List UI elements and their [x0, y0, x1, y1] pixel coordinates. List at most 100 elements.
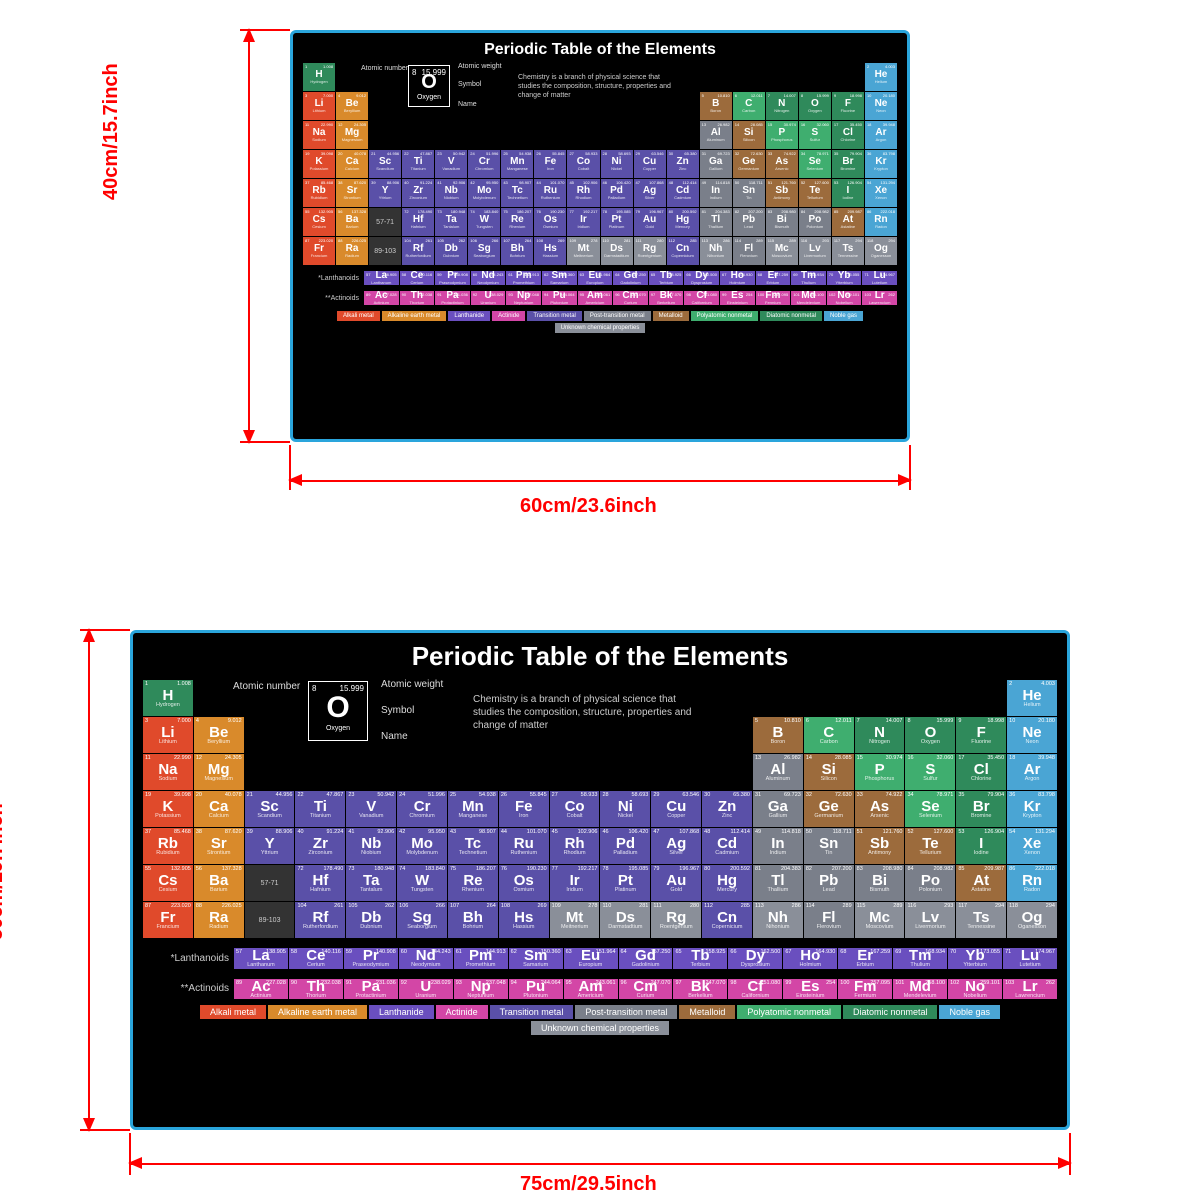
tick: [289, 445, 291, 490]
dim-line-v-large: [88, 630, 90, 1130]
element-cell: 73180.948TaTantalum: [435, 208, 467, 236]
element-cell: 11.008HHydrogen: [143, 680, 193, 716]
element-cell: 90232.038ThThorium: [289, 979, 343, 1000]
element-cell: 714.007NNitrogen: [766, 92, 798, 120]
element-cell: 63151.964EuEuropium: [564, 948, 618, 969]
element-cell: 918.998FFluorine: [956, 717, 1006, 753]
element-cell: 68167.259ErErbium: [838, 948, 892, 969]
element-cell: 61144.913PmPromethium: [506, 271, 541, 285]
element-cell: 90232.038ThThorium: [400, 291, 435, 305]
element-cell: 49114.818InIndium: [700, 179, 732, 207]
element-cell: 1735.450ClChlorine: [832, 121, 864, 149]
element-cell: 88226.025RaRadium: [336, 237, 368, 265]
legend-item: Alkali metal: [337, 311, 380, 321]
legend: Alkali metalAlkaline earth metalLanthani…: [143, 1005, 1057, 1035]
element-cell: 105262DbDubnium: [346, 902, 396, 938]
element-cell: 60144.243NdNeodymium: [399, 948, 453, 969]
legend-item: Transition metal: [490, 1005, 574, 1019]
element-cell: 1326.982AlAluminum: [753, 754, 803, 790]
legend-item: Actinide: [436, 1005, 488, 1019]
element-cell: 57138.905LaLanthanum: [234, 948, 288, 969]
element-cell: 106266SgSeaborgium: [397, 902, 447, 938]
element-cell: 3887.620SrStrontium: [336, 179, 368, 207]
element-cell: 1122.990NaSodium: [143, 754, 193, 790]
dim-line-h-large: [130, 1163, 1070, 1165]
element-cell: 91231.036PaProtactinium: [435, 291, 470, 305]
element-cell: 62150.360SmSamarium: [509, 948, 563, 969]
legend-item: Post-transition metal: [584, 311, 651, 321]
element-cell: 104261RfRutherfordium: [402, 237, 434, 265]
legend: Alkali metalAlkaline earth metalLanthani…: [303, 311, 897, 333]
element-cell: 110281DsDarmstadtium: [600, 902, 650, 938]
element-cell: 2858.693NiNickel: [600, 791, 650, 827]
lanthanoid-range: 57-71: [369, 208, 401, 236]
element-cell: 46106.420PdPalladium: [600, 828, 650, 864]
element-cell: 64157.250GdGadolinium: [613, 271, 648, 285]
element-cell: 1632.060SSulfur: [905, 754, 955, 790]
element-cell: 45102.906RhRhodium: [567, 179, 599, 207]
poster-large: Periodic Table of the Elements 8 15.999 …: [130, 630, 1070, 1130]
element-cell: 112285CnCopernicium: [702, 902, 752, 938]
element-cell: 49114.818InIndium: [753, 828, 803, 864]
poster-small: Periodic Table of the Elements 8 15.999 …: [290, 30, 910, 442]
element-cell: 79196.967AuGold: [634, 208, 666, 236]
element-cell: 49.012BeBeryllium: [336, 92, 368, 120]
element-cell: 1530.974PPhosphorus: [766, 121, 798, 149]
element-cell: 62150.360SmSamarium: [542, 271, 577, 285]
element-cell: 85209.987AtAstatine: [832, 208, 864, 236]
element-cell: 1939.098KPotassium: [143, 791, 193, 827]
element-cell: 65158.925TbTerbium: [649, 271, 684, 285]
element-cell: 3887.620SrStrontium: [194, 828, 244, 864]
element-cell: 81204.383TlThallium: [753, 865, 803, 901]
legend-item: Unknown chemical properties: [555, 323, 646, 333]
element-cell: 1428.085SiSilicon: [804, 754, 854, 790]
legend-item: Transition metal: [527, 311, 581, 321]
legend-item: Noble gas: [939, 1005, 1000, 1019]
element-cell: 99254EsEinsteinium: [783, 979, 837, 1000]
element-cell: 80200.592HgMercury: [667, 208, 699, 236]
element-cell: 94244.064PuPlutonium: [542, 291, 577, 305]
actinoid-row: **Actinoids89227.028AcActinium90232.038T…: [143, 979, 1057, 1000]
element-cell: 55132.905CsCesium: [303, 208, 335, 236]
element-cell: 59140.908PrPraseodymium: [344, 948, 398, 969]
element-cell: 96247.070CmCurium: [619, 979, 673, 1000]
element-cell: 56137.328BaBarium: [336, 208, 368, 236]
element-cell: 47107.868AgSilver: [651, 828, 701, 864]
element-cell: 101258.100MdMendelevium: [791, 291, 826, 305]
element-cell: 1224.305MgMagnesium: [336, 121, 368, 149]
element-cell: 51121.760SbAntimony: [855, 828, 905, 864]
element-cell: 66162.500DyDysprosium: [728, 948, 782, 969]
element-cell: 76190.230OsOsmium: [499, 865, 549, 901]
element-cell: 3478.971SeSelenium: [799, 150, 831, 178]
element-cell: 73180.948TaTantalum: [346, 865, 396, 901]
element-cell: 4192.906NbNiobium: [435, 179, 467, 207]
element-cell: 4398.907TcTechnetium: [448, 828, 498, 864]
element-cell: 3988.906YYttrium: [245, 828, 295, 864]
actinoid-range: 89-103: [245, 902, 295, 938]
element-cell: 59140.908PrPraseodymium: [435, 271, 470, 285]
element-cell: 78195.085PtPlatinum: [601, 208, 633, 236]
element-cell: 52127.600TeTellurium: [799, 179, 831, 207]
element-cell: 24.003HeHelium: [865, 63, 897, 91]
element-cell: 3065.380ZnZinc: [667, 150, 699, 178]
element-cell: 2963.546CuCopper: [651, 791, 701, 827]
element-cell: 2554.938MnManganese: [501, 150, 533, 178]
dim-line-v-small: [248, 30, 250, 442]
element-cell: 1939.098KPotassium: [303, 150, 335, 178]
element-cell: 3065.380ZnZinc: [702, 791, 752, 827]
element-cell: 113286NhNihonium: [753, 902, 803, 938]
element-cell: 1020.180NeNeon: [1007, 717, 1057, 753]
element-cell: 108269HsHassium: [534, 237, 566, 265]
element-cell: 64157.250GdGadolinium: [619, 948, 673, 969]
element-cell: 54131.294XeXenon: [1007, 828, 1057, 864]
element-cell: 70173.055YbYtterbium: [827, 271, 862, 285]
element-cell: 115289McMoscovium: [766, 237, 798, 265]
element-cell: 72178.490HfHafnium: [295, 865, 345, 901]
element-cell: 71174.967LuLutetium: [862, 271, 897, 285]
element-cell: 111280RgRoentgenium: [634, 237, 666, 265]
element-cell: 115289McMoscovium: [855, 902, 905, 938]
element-cell: 118294OgOganesson: [1007, 902, 1057, 938]
element-cell: 100257.095FmFermium: [756, 291, 791, 305]
element-cell: 114289FlFlerovium: [804, 902, 854, 938]
poster-title: Periodic Table of the Elements: [303, 41, 897, 59]
